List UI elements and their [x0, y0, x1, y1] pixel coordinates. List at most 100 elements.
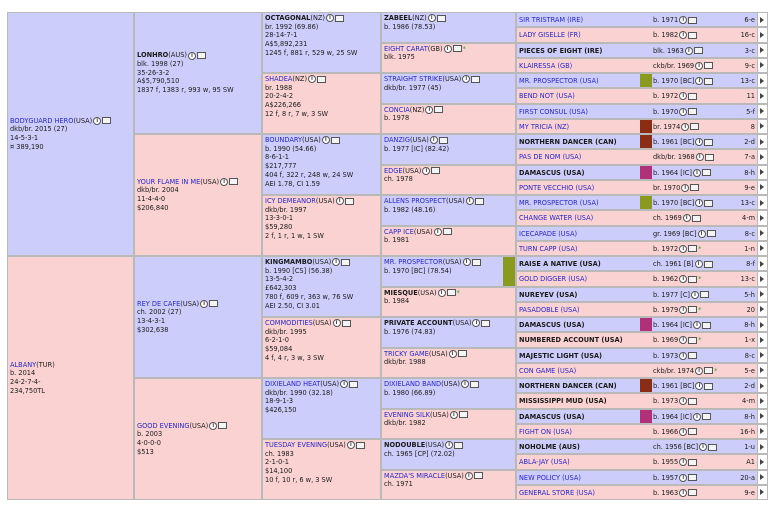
- horse-name-link[interactable]: SHADEA: [265, 75, 293, 83]
- photo-icon[interactable]: [688, 428, 698, 436]
- horse-name-link[interactable]: RAISE A NATIVE (USA): [519, 260, 601, 268]
- horse-name-link[interactable]: EVENING SILK: [384, 410, 430, 419]
- photo-icon[interactable]: [218, 422, 228, 430]
- horse-name-link[interactable]: DAMASCUS (USA): [519, 321, 585, 329]
- photo-icon[interactable]: [704, 62, 714, 70]
- info-icon[interactable]: i: [691, 290, 700, 299]
- horse-name-link[interactable]: NODOUBLE: [384, 441, 426, 449]
- photo-icon[interactable]: [431, 167, 441, 175]
- photo-icon[interactable]: [704, 138, 714, 146]
- expand-arrow-button[interactable]: [757, 28, 767, 42]
- photo-icon[interactable]: [693, 47, 703, 54]
- horse-name-link[interactable]: STRAIGHT STRIKE: [384, 75, 443, 83]
- horse-name-link[interactable]: TRICKY GAME: [384, 349, 429, 358]
- info-icon[interactable]: i: [325, 14, 334, 23]
- info-icon[interactable]: i: [429, 136, 438, 145]
- horse-name-link[interactable]: GENERAL STORE (USA): [519, 488, 596, 497]
- horse-name-link[interactable]: PONTE VECCHIO (USA): [519, 183, 595, 192]
- photo-icon[interactable]: [317, 75, 327, 83]
- horse-name-link[interactable]: MY TRICIA (NZ): [519, 122, 570, 131]
- horse-name-link[interactable]: KINGMAMBO: [265, 258, 313, 266]
- info-icon[interactable]: i: [448, 349, 457, 358]
- photo-icon[interactable]: [457, 350, 467, 358]
- expand-arrow-button[interactable]: [757, 394, 767, 408]
- expand-arrow-button[interactable]: [757, 43, 767, 57]
- info-icon[interactable]: i: [425, 105, 434, 114]
- photo-icon[interactable]: [434, 106, 444, 114]
- info-icon[interactable]: i: [695, 153, 704, 162]
- expand-arrow-button[interactable]: [757, 440, 767, 454]
- info-icon[interactable]: i: [695, 138, 704, 146]
- info-icon[interactable]: i: [427, 14, 436, 23]
- info-icon[interactable]: i: [697, 229, 706, 238]
- horse-name-link[interactable]: TURN CAPP (USA): [519, 244, 578, 253]
- horse-name-link[interactable]: NOHOLME (AUS): [519, 443, 580, 451]
- photo-icon[interactable]: [704, 199, 714, 207]
- info-icon[interactable]: i: [472, 319, 481, 328]
- expand-arrow-button[interactable]: [757, 257, 767, 271]
- horse-name-link[interactable]: REY DE CAFE: [137, 299, 181, 308]
- horse-name-link[interactable]: NORTHERN DANCER (CAN): [519, 382, 617, 390]
- expand-arrow-button[interactable]: [757, 302, 767, 316]
- info-icon[interactable]: i: [694, 260, 703, 268]
- expand-arrow-button[interactable]: [757, 74, 767, 88]
- horse-name-link[interactable]: NUREYEV (USA): [519, 290, 578, 299]
- horse-name-link[interactable]: CHANGE WATER (USA): [519, 214, 594, 223]
- photo-icon[interactable]: [102, 117, 112, 125]
- horse-name-link[interactable]: ICECAPADE (USA): [519, 229, 578, 238]
- horse-name-link[interactable]: DIXIELAND BAND: [384, 380, 442, 388]
- expand-arrow-button[interactable]: [757, 318, 767, 332]
- info-icon[interactable]: i: [679, 397, 688, 406]
- photo-icon[interactable]: [688, 352, 698, 359]
- info-icon[interactable]: i: [695, 61, 704, 70]
- expand-arrow-button[interactable]: [757, 89, 767, 103]
- photo-icon[interactable]: [701, 169, 711, 176]
- horse-name-link[interactable]: ALLENS PROSPECT: [384, 197, 446, 205]
- info-icon[interactable]: i: [681, 183, 690, 192]
- photo-icon[interactable]: [473, 472, 483, 480]
- photo-icon[interactable]: [688, 336, 698, 344]
- info-icon[interactable]: i: [422, 166, 431, 175]
- info-icon[interactable]: i: [679, 473, 688, 482]
- info-icon[interactable]: i: [449, 410, 458, 419]
- expand-arrow-button[interactable]: [757, 119, 767, 133]
- horse-name-link[interactable]: OCTAGONAL: [265, 14, 311, 22]
- info-icon[interactable]: i: [679, 31, 688, 40]
- photo-icon[interactable]: [704, 153, 714, 161]
- info-icon[interactable]: i: [460, 380, 469, 389]
- info-icon[interactable]: i: [332, 258, 341, 267]
- info-icon[interactable]: i: [462, 258, 471, 267]
- info-icon[interactable]: i: [679, 427, 688, 436]
- photo-icon[interactable]: [688, 397, 698, 405]
- photo-icon[interactable]: [330, 136, 340, 144]
- photo-icon[interactable]: [229, 178, 239, 186]
- info-icon[interactable]: i: [308, 75, 317, 84]
- horse-name-link[interactable]: GOOD EVENING: [137, 421, 190, 430]
- photo-icon[interactable]: [690, 123, 700, 131]
- photo-icon[interactable]: [344, 197, 354, 205]
- info-icon[interactable]: i: [321, 136, 330, 145]
- photo-icon[interactable]: [436, 14, 446, 22]
- info-icon[interactable]: i: [695, 366, 704, 375]
- horse-name-link[interactable]: COMMODITIES: [265, 319, 313, 327]
- horse-name-link[interactable]: PAS DE NOM (USA): [519, 153, 582, 162]
- horse-name-link[interactable]: PRIVATE ACCOUNT: [384, 319, 453, 327]
- photo-icon[interactable]: [469, 380, 479, 388]
- info-icon[interactable]: i: [93, 116, 102, 125]
- horse-name-link[interactable]: FIRST CONSUL (USA): [519, 107, 588, 116]
- photo-icon[interactable]: [690, 184, 700, 192]
- photo-icon[interactable]: [688, 458, 698, 466]
- photo-icon[interactable]: [688, 275, 698, 283]
- horse-name-link[interactable]: DAMASCUS (USA): [519, 412, 585, 421]
- photo-icon[interactable]: [688, 16, 698, 24]
- horse-name-link[interactable]: ABLA-JAY (USA): [519, 458, 570, 467]
- info-icon[interactable]: i: [684, 46, 693, 55]
- info-icon[interactable]: i: [679, 305, 688, 314]
- info-icon[interactable]: i: [692, 168, 701, 177]
- horse-name-link[interactable]: BEND NOT (USA): [519, 92, 575, 101]
- info-icon[interactable]: i: [445, 441, 454, 450]
- horse-name-link[interactable]: EIGHT CARAT: [384, 44, 428, 53]
- photo-icon[interactable]: [688, 474, 698, 481]
- horse-name-link[interactable]: DANZIG: [384, 136, 410, 144]
- photo-icon[interactable]: [704, 382, 714, 390]
